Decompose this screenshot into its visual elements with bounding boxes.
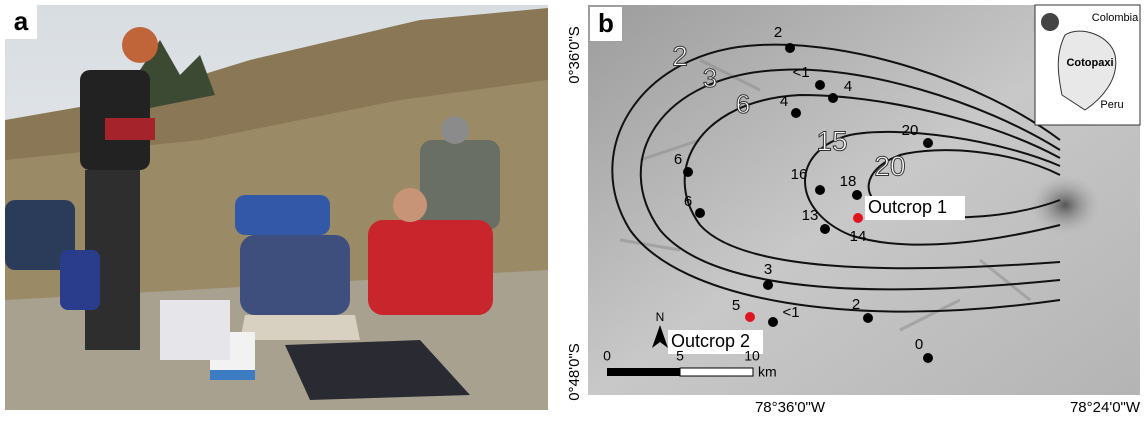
longitude-label: 78°24'0"W (1070, 399, 1141, 416)
sample-label: 14 (850, 228, 867, 245)
latitude-label: 0°48'0"S (566, 343, 583, 401)
inset-label: Colombia (1092, 12, 1139, 24)
sample-label: 0 (915, 336, 923, 353)
sample-label: 6 (684, 193, 692, 210)
sample-point (763, 280, 773, 290)
inset-label: Peru (1100, 99, 1123, 111)
sample-label: 4 (780, 93, 788, 110)
longitude-label: 78°36'0"W (755, 399, 826, 416)
north-label: N (656, 310, 665, 324)
scale-unit: km (758, 364, 777, 380)
sample-label: 13 (802, 207, 819, 224)
sample-point (923, 353, 933, 363)
sample-point (785, 43, 795, 53)
sample-label: 20 (902, 122, 919, 139)
scale-label: 10 (744, 348, 760, 364)
scale-label: 5 (676, 348, 684, 364)
sample-label: 16 (791, 166, 808, 183)
outcrop-label: Outcrop 1 (868, 197, 947, 217)
sample-label: 6 (674, 151, 682, 168)
isopach-label: 20 (874, 150, 905, 181)
sample-point (923, 138, 933, 148)
sample-point (863, 313, 873, 323)
scale-label: 0 (603, 348, 611, 364)
sample-label: 18 (840, 173, 857, 190)
sample-label: 3 (764, 261, 772, 278)
panel-label: a (14, 6, 29, 36)
figure: ab0°36'0"S0°48'0"S78°36'0"W78°24'0"W2361… (0, 0, 1145, 419)
isopach-label: 15 (816, 125, 847, 156)
sample-label: 2 (774, 24, 782, 41)
sample-point (853, 213, 863, 223)
sample-label: 4 (844, 78, 852, 95)
latitude-label: 0°36'0"S (566, 26, 583, 84)
inset-label: Cotopaxi (1066, 57, 1113, 69)
sample-point (815, 80, 825, 90)
sample-point (745, 312, 755, 322)
photo (5, 5, 548, 410)
sample-point (815, 185, 825, 195)
sample-label: 2 (852, 296, 860, 313)
sample-point (683, 167, 693, 177)
sample-point (852, 190, 862, 200)
isopach-label: 3 (703, 63, 717, 93)
sample-label: <1 (782, 304, 799, 321)
sample-point (828, 93, 838, 103)
isopach-label: 2 (672, 40, 688, 71)
sample-point (791, 108, 801, 118)
sample-point (820, 224, 830, 234)
isopach-label: 6 (736, 89, 750, 119)
sample-point (695, 208, 705, 218)
sample-point (768, 317, 778, 327)
sample-label: 5 (732, 297, 740, 314)
sample-label: <1 (792, 64, 809, 81)
panel-label: b (598, 8, 614, 38)
